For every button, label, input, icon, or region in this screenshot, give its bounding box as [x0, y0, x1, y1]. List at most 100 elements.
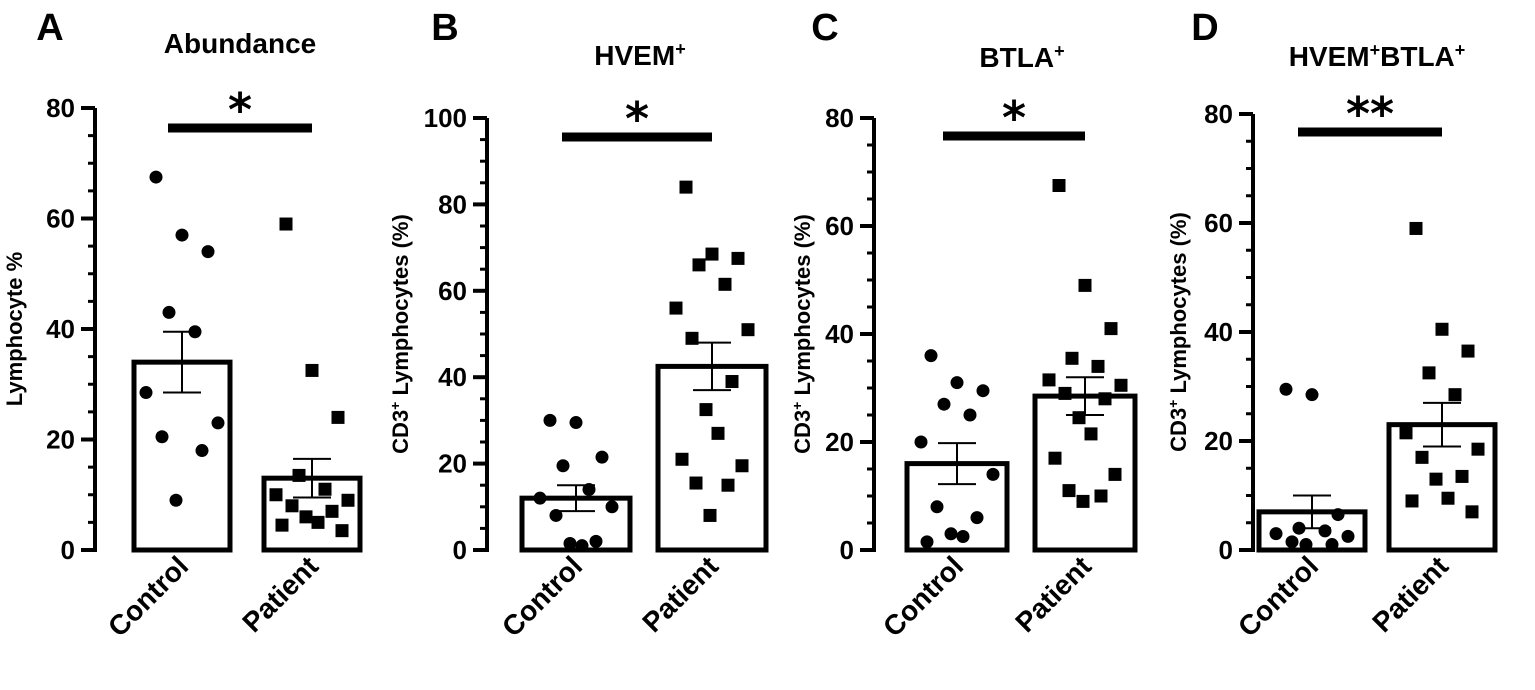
data-point-patient	[725, 375, 739, 389]
significance-stars: *	[1002, 91, 1026, 145]
data-point-patient	[285, 499, 299, 513]
category-label-control: Control	[1232, 550, 1324, 642]
data-point-control	[169, 493, 183, 507]
data-point-control	[605, 500, 619, 514]
data-point-control	[1325, 538, 1339, 552]
data-point-control	[1285, 535, 1299, 549]
category-label-patient: Patient	[236, 550, 324, 638]
y-tick-label: 80	[825, 103, 854, 133]
data-point-patient	[692, 258, 706, 272]
y-tick-label: 60	[438, 276, 467, 306]
category-label-patient: Patient	[1009, 550, 1097, 638]
data-point-control	[944, 527, 958, 541]
data-point-patient	[669, 301, 683, 315]
y-axis-label: CD3+ Lymphocytes (%)	[387, 214, 413, 454]
data-point-patient	[1048, 451, 1062, 465]
data-point-control	[543, 413, 557, 427]
data-point-patient	[1399, 426, 1413, 440]
data-point-patient	[1114, 378, 1128, 392]
data-point-patient	[1042, 373, 1056, 387]
data-point-control	[211, 416, 225, 430]
data-point-patient	[1461, 344, 1475, 358]
data-point-control	[155, 430, 169, 444]
data-point-patient	[1429, 472, 1443, 486]
data-point-patient	[1104, 322, 1118, 336]
data-point-patient	[1058, 386, 1072, 400]
panel-B: B HVEM+ 0 20 40 60 80 100 CD3+ Lymphocytes (%) Co…	[387, 7, 769, 643]
y-tick-label: 0	[453, 535, 467, 565]
data-point-patient	[1094, 489, 1108, 503]
y-tick-label: 60	[1204, 208, 1233, 238]
data-point-control	[162, 305, 176, 319]
data-point-patient	[731, 251, 745, 265]
data-point-patient	[741, 323, 755, 337]
data-point-control	[976, 384, 990, 398]
data-point-patient	[318, 482, 332, 496]
data-point-patient	[1422, 366, 1436, 380]
data-point-patient	[718, 277, 732, 291]
y-tick-label: 80	[1204, 99, 1233, 129]
data-point-control	[970, 511, 984, 525]
y-tick-label: 0	[61, 535, 75, 565]
data-point-patient	[1455, 469, 1469, 483]
panel-A: A Abundance 0 20 40 60 80 Lymphocyte % Control Pa…	[2, 7, 363, 643]
data-point-patient	[1441, 491, 1455, 505]
data-point-patient	[685, 331, 699, 345]
y-tick-label: 40	[46, 314, 75, 344]
data-point-control	[914, 435, 928, 449]
data-point-patient	[705, 247, 719, 261]
data-point-control	[556, 459, 570, 473]
data-point-control	[149, 170, 163, 184]
data-point-patient	[325, 504, 339, 518]
y-axis-label: CD3+ Lymphocytes (%)	[1165, 212, 1191, 452]
y-tick-label: 40	[825, 319, 854, 349]
y-tick-label: 40	[438, 362, 467, 392]
data-point-patient	[292, 468, 306, 482]
data-point-patient	[1108, 467, 1122, 481]
data-point-patient	[1076, 494, 1090, 508]
data-point-patient	[1091, 359, 1105, 373]
data-point-control	[1331, 508, 1345, 522]
data-point-patient	[1465, 505, 1479, 519]
data-point-patient	[331, 410, 345, 424]
y-tick-label: 20	[825, 427, 854, 457]
data-point-patient	[675, 452, 689, 466]
data-point-control	[533, 491, 547, 505]
bar-patient	[655, 363, 769, 553]
data-point-patient	[1072, 411, 1086, 425]
data-point-control	[175, 228, 189, 242]
y-tick-label: 0	[1219, 535, 1233, 565]
significance-stars: *	[228, 83, 252, 137]
data-point-patient	[1409, 221, 1423, 235]
data-point-control	[139, 386, 153, 400]
y-tick-label: 60	[46, 204, 75, 234]
data-point-patient	[1065, 351, 1079, 365]
panel-title: HVEM+	[594, 39, 685, 71]
data-point-patient	[1435, 322, 1449, 336]
data-point-patient	[1062, 484, 1076, 498]
data-point-patient	[703, 508, 717, 522]
data-point-patient	[1084, 427, 1098, 441]
data-point-patient	[1471, 442, 1485, 456]
data-point-control	[549, 508, 563, 522]
data-point-control	[956, 530, 970, 543]
data-point-control	[569, 416, 583, 430]
data-point-patient	[1052, 179, 1066, 192]
significance-stars: *	[625, 92, 649, 146]
y-axis-label: CD3+ Lymphocytes (%)	[789, 214, 815, 454]
y-tick-label: 20	[1204, 426, 1233, 456]
panel-letter: A	[36, 7, 63, 49]
y-axis-label: Lymphocyte %	[2, 252, 27, 406]
panel-D: D HVEM+BTLA+ 0 20 40 60 80 CD3+ Lymphocytes (%)…	[1165, 7, 1498, 643]
data-point-patient	[679, 180, 693, 194]
panel-C: C BTLA+ 0 20 40 60 80 CD3+ Lymphocytes (%) Contr…	[789, 7, 1138, 643]
category-label-control: Control	[496, 550, 588, 642]
data-point-control	[1279, 382, 1293, 396]
data-point-patient	[279, 217, 293, 231]
data-point-control	[950, 376, 964, 390]
data-point-control	[930, 500, 944, 514]
data-point-control	[1341, 529, 1355, 543]
data-point-control	[595, 450, 609, 464]
data-point-control	[1305, 388, 1319, 402]
